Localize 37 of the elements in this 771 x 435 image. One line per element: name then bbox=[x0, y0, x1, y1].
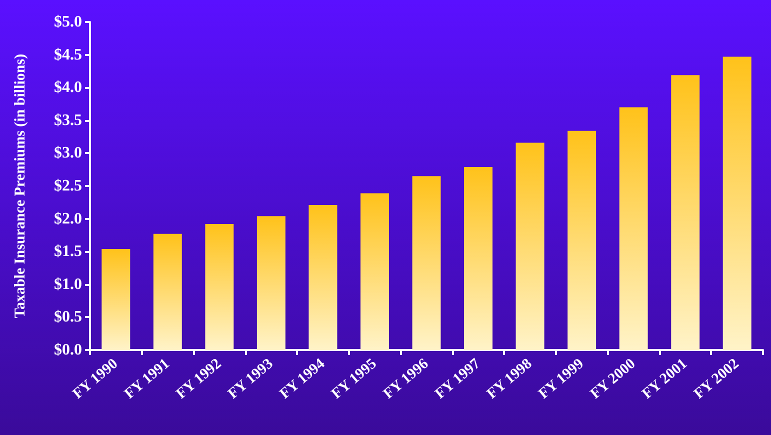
x-tick-label: FY 2002 bbox=[691, 356, 742, 402]
bar bbox=[568, 130, 596, 350]
x-tick-label: FY 1992 bbox=[174, 356, 225, 402]
y-tick-label: $4.5 bbox=[54, 46, 82, 64]
y-tick-label: $0.5 bbox=[54, 308, 82, 326]
y-tick-label: $0.0 bbox=[54, 342, 82, 358]
bar bbox=[412, 176, 441, 350]
bar bbox=[464, 166, 493, 350]
y-tick-label: $3.5 bbox=[54, 112, 82, 129]
x-tick-label: FY 2001 bbox=[639, 356, 690, 402]
bar bbox=[671, 75, 700, 350]
y-tick-label: $2.5 bbox=[54, 178, 82, 194]
x-tick-label: FY 1993 bbox=[225, 356, 276, 402]
bar bbox=[516, 142, 544, 350]
x-tick-label: FY 2000 bbox=[588, 356, 639, 402]
y-tick-label: $1.0 bbox=[54, 276, 82, 293]
y-tick-label: $3.0 bbox=[54, 144, 82, 162]
y-tick-label: $5.0 bbox=[54, 14, 82, 30]
bar bbox=[153, 234, 182, 350]
bar bbox=[619, 107, 648, 350]
x-tick-label: FY 1995 bbox=[328, 356, 380, 402]
bar bbox=[360, 193, 389, 350]
bar bbox=[722, 56, 752, 350]
x-tick-label: FY 1991 bbox=[122, 356, 173, 402]
x-tick-label: FY 1999 bbox=[536, 356, 587, 402]
x-tick-label: FY 1998 bbox=[484, 356, 536, 402]
bar bbox=[308, 205, 338, 350]
x-tick-label: FY 1990 bbox=[70, 356, 122, 402]
bar bbox=[205, 224, 234, 350]
bar bbox=[102, 248, 130, 350]
y-tick-label: $2.0 bbox=[54, 210, 82, 228]
y-tick-label: $4.0 bbox=[54, 79, 82, 96]
x-tick-label: FY 1996 bbox=[380, 356, 432, 402]
y-axis-title: Taxable Insurance Premiums (in billions) bbox=[12, 54, 28, 318]
y-tick-label: $1.5 bbox=[54, 243, 82, 260]
bar bbox=[256, 216, 286, 350]
x-tick-label: FY 1994 bbox=[277, 356, 328, 402]
